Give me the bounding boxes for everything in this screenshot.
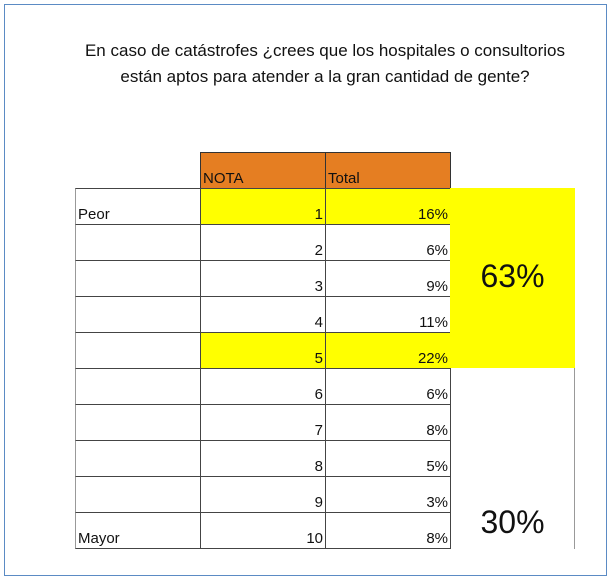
summary-block bbox=[450, 368, 575, 549]
summary-value: 63% bbox=[480, 258, 545, 294]
total-cell: 3% bbox=[325, 476, 451, 513]
total-cell: 5% bbox=[325, 440, 451, 477]
nota-cell: 5 bbox=[200, 332, 326, 369]
nota-cell: 6 bbox=[200, 368, 326, 405]
row-label bbox=[75, 440, 201, 477]
nota-cell: 9 bbox=[200, 476, 326, 513]
row-label bbox=[75, 404, 201, 441]
total-cell: 8% bbox=[325, 512, 451, 549]
header-cell: NOTA bbox=[200, 152, 326, 189]
row-label: Mayor bbox=[75, 512, 201, 549]
total-cell: 6% bbox=[325, 368, 451, 405]
summary-block bbox=[450, 188, 575, 368]
total-cell: 11% bbox=[325, 296, 451, 333]
total-cell: 9% bbox=[325, 260, 451, 297]
row-label bbox=[75, 260, 201, 297]
nota-cell: 4 bbox=[200, 296, 326, 333]
nota-cell: 3 bbox=[200, 260, 326, 297]
summary-value: 30% bbox=[480, 504, 545, 540]
total-cell: 6% bbox=[325, 224, 451, 261]
row-label: Peor bbox=[75, 188, 201, 225]
row-label bbox=[75, 476, 201, 513]
row-label bbox=[75, 332, 201, 369]
nota-cell: 8 bbox=[200, 440, 326, 477]
nota-cell: 2 bbox=[200, 224, 326, 261]
nota-cell: 1 bbox=[200, 188, 326, 225]
nota-cell: 10 bbox=[200, 512, 326, 549]
total-cell: 8% bbox=[325, 404, 451, 441]
frame bbox=[4, 4, 607, 576]
total-cell: 16% bbox=[325, 188, 451, 225]
row-label bbox=[75, 224, 201, 261]
nota-cell: 7 bbox=[200, 404, 326, 441]
title: En caso de catástrofes ¿crees que los ho… bbox=[84, 41, 566, 86]
total-cell: 22% bbox=[325, 332, 451, 369]
header-cell: Total bbox=[325, 152, 451, 189]
row-label bbox=[75, 296, 201, 333]
row-label bbox=[75, 368, 201, 405]
